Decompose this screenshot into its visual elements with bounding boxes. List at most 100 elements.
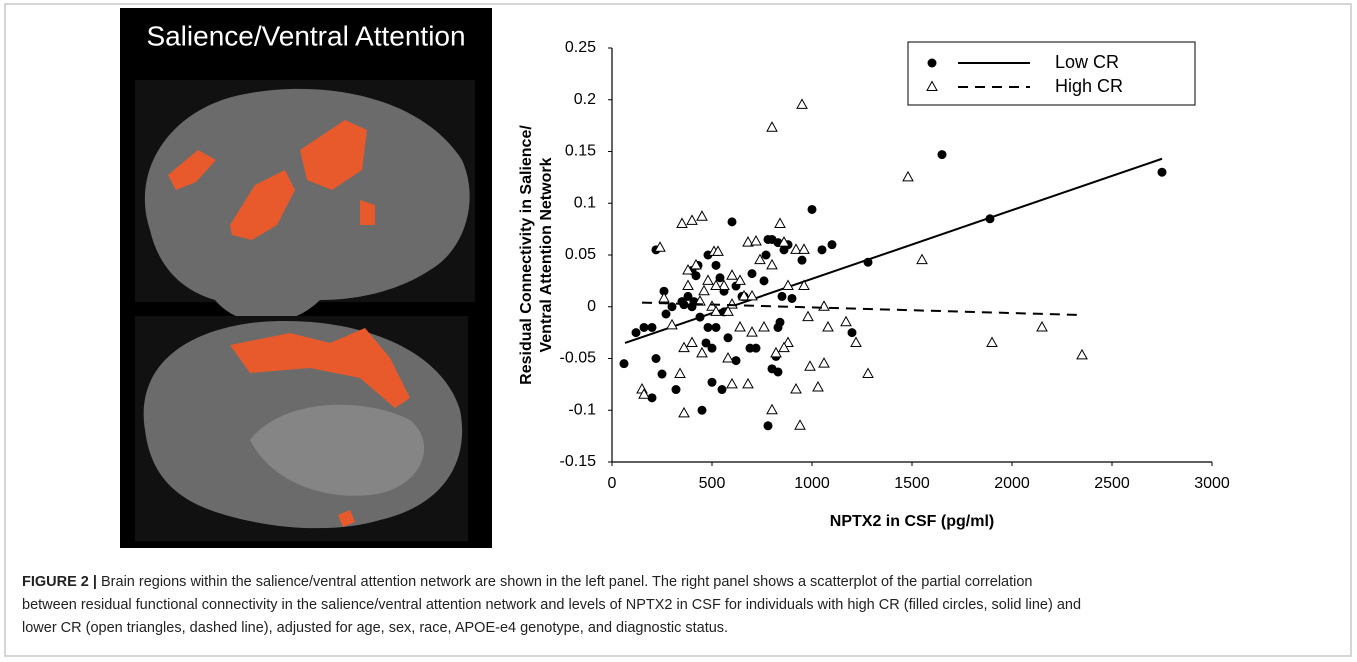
point: [683, 281, 693, 290]
point: [851, 337, 861, 346]
point: [747, 291, 757, 300]
point: [735, 322, 745, 331]
fit-line: [625, 159, 1162, 343]
y-axis-label: Residual Connectivity in Salience/: [518, 125, 535, 385]
point: [805, 361, 815, 370]
point: [703, 275, 713, 284]
point: [798, 256, 807, 265]
point: [698, 406, 707, 415]
point: [732, 356, 741, 365]
x-tick-label: 1000: [794, 475, 830, 492]
point: [704, 323, 713, 332]
point: [620, 359, 629, 368]
point: [1037, 322, 1047, 331]
point: [692, 271, 701, 280]
point: [823, 322, 833, 331]
caption-line: FIGURE 2 | Brain regions within the sali…: [22, 574, 1032, 590]
point: [774, 367, 783, 376]
x-tick-label: 2000: [994, 475, 1030, 492]
y-tick-label: -0.1: [568, 401, 596, 418]
point: [818, 245, 827, 254]
point: [652, 354, 661, 363]
point: [677, 218, 687, 227]
point: [1158, 168, 1167, 177]
point: [716, 273, 725, 282]
point: [819, 358, 829, 367]
point: [771, 348, 781, 357]
point: [819, 301, 829, 310]
point: [718, 385, 727, 394]
point: [775, 218, 785, 227]
point: [828, 240, 837, 249]
y-tick-label: 0: [587, 298, 596, 315]
point: [799, 244, 809, 253]
point: [767, 260, 777, 269]
panel-title: Salience/Ventral Attention: [146, 20, 465, 51]
point: [727, 379, 737, 388]
point: [762, 251, 771, 260]
point: [776, 318, 785, 327]
point: [788, 294, 797, 303]
x-axis-label: NPTX2 in CSF (pg/ml): [830, 513, 994, 530]
point: [632, 328, 641, 337]
point: [697, 211, 707, 220]
point: [728, 217, 737, 226]
y-tick-label: -0.05: [560, 350, 597, 367]
legend-label: Low CR: [1055, 52, 1119, 72]
y-tick-label: 0.2: [574, 91, 596, 108]
point: [712, 261, 721, 270]
point: [903, 172, 913, 181]
point: [735, 275, 745, 284]
point: [659, 293, 669, 302]
point: [699, 286, 709, 295]
legend-box: [908, 42, 1195, 105]
point: [724, 333, 733, 342]
x-tick-label: 500: [699, 475, 726, 492]
caption-line: between residual functional connectivity…: [22, 597, 1081, 613]
point: [727, 270, 737, 279]
legend-label: High CR: [1055, 76, 1123, 96]
point: [760, 276, 769, 285]
point: [697, 348, 707, 357]
point: [813, 382, 823, 391]
point: [917, 255, 927, 264]
point: [648, 323, 657, 332]
point: [702, 338, 711, 347]
caption-line: lower CR (open triangles, dashed line), …: [22, 620, 728, 636]
point: [938, 150, 947, 159]
x-tick-label: 2500: [1094, 475, 1130, 492]
y-tick-label: 0.05: [565, 246, 596, 263]
point: [751, 236, 761, 245]
point: [848, 328, 857, 337]
point: [764, 421, 773, 430]
y-tick-label: 0.25: [565, 39, 596, 56]
point: [767, 405, 777, 414]
x-tick-label: 3000: [1194, 475, 1230, 492]
point: [723, 353, 733, 362]
point: [767, 122, 777, 131]
point: [667, 320, 677, 329]
point: [795, 420, 805, 429]
point: [672, 385, 681, 394]
point: [675, 369, 685, 378]
point: [743, 379, 753, 388]
point: [780, 245, 789, 254]
point: [712, 323, 721, 332]
point: [841, 317, 851, 326]
y-tick-label: -0.15: [560, 453, 597, 470]
point: [764, 235, 773, 244]
point: [803, 312, 813, 321]
point: [778, 292, 787, 301]
point: [759, 322, 769, 331]
point: [658, 370, 667, 379]
x-tick-label: 1500: [894, 475, 930, 492]
point: [687, 337, 697, 346]
caption-text: Brain regions within the salience/ventra…: [101, 574, 1032, 590]
point: [748, 269, 757, 278]
x-tick-label: 0: [608, 475, 617, 492]
y-tick-label: 0.15: [565, 143, 596, 160]
point: [662, 309, 671, 318]
point: [747, 327, 757, 336]
point: [863, 369, 873, 378]
point: [808, 205, 817, 214]
